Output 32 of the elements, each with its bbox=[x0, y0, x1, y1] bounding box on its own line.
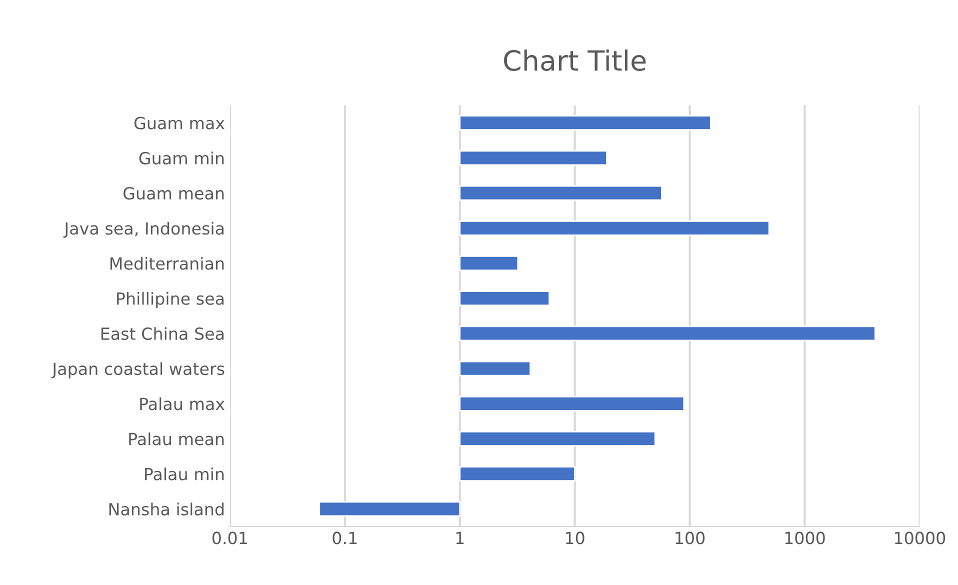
x-tick-label: 10 bbox=[566, 532, 584, 544]
y-tick-label: Palau max bbox=[140, 397, 225, 410]
y-tick-label: Nansha island bbox=[109, 502, 224, 516]
y-tick-label: Mediterranian bbox=[110, 256, 224, 270]
bar bbox=[459, 360, 531, 376]
bar bbox=[459, 396, 685, 412]
y-tick-label: Palau mean bbox=[129, 432, 224, 446]
bar bbox=[459, 256, 519, 271]
x-tick-label: 1 bbox=[456, 532, 464, 544]
y-tick-label: Japan coastal waters bbox=[51, 362, 224, 378]
bar bbox=[459, 431, 656, 446]
bar bbox=[459, 466, 576, 482]
y-tick-label: Guam max bbox=[134, 116, 225, 130]
x-tick-label: 10000 bbox=[895, 532, 946, 544]
y-tick-label: Palau min bbox=[145, 468, 224, 480]
x-tick-label: 100 bbox=[676, 532, 705, 544]
x-tick-label: 0.1 bbox=[332, 532, 357, 544]
y-tick-label: East China Sea bbox=[101, 327, 224, 340]
x-tick-label: 1000 bbox=[785, 532, 825, 544]
bar bbox=[459, 220, 770, 236]
y-tick-label: Guam mean bbox=[124, 187, 224, 200]
bar bbox=[318, 501, 461, 517]
bar bbox=[459, 115, 712, 131]
bar bbox=[459, 185, 662, 201]
x-tick-label: 0.01 bbox=[212, 532, 247, 544]
bar bbox=[459, 150, 608, 166]
y-tick-label: Guam min bbox=[139, 152, 224, 165]
y-tick-label: Phillipine sea bbox=[117, 292, 224, 308]
y-tick-label: Java sea, Indonesia bbox=[63, 222, 224, 238]
bar bbox=[459, 326, 876, 342]
bar bbox=[459, 290, 550, 306]
chart-title: Chart Title bbox=[504, 49, 646, 71]
